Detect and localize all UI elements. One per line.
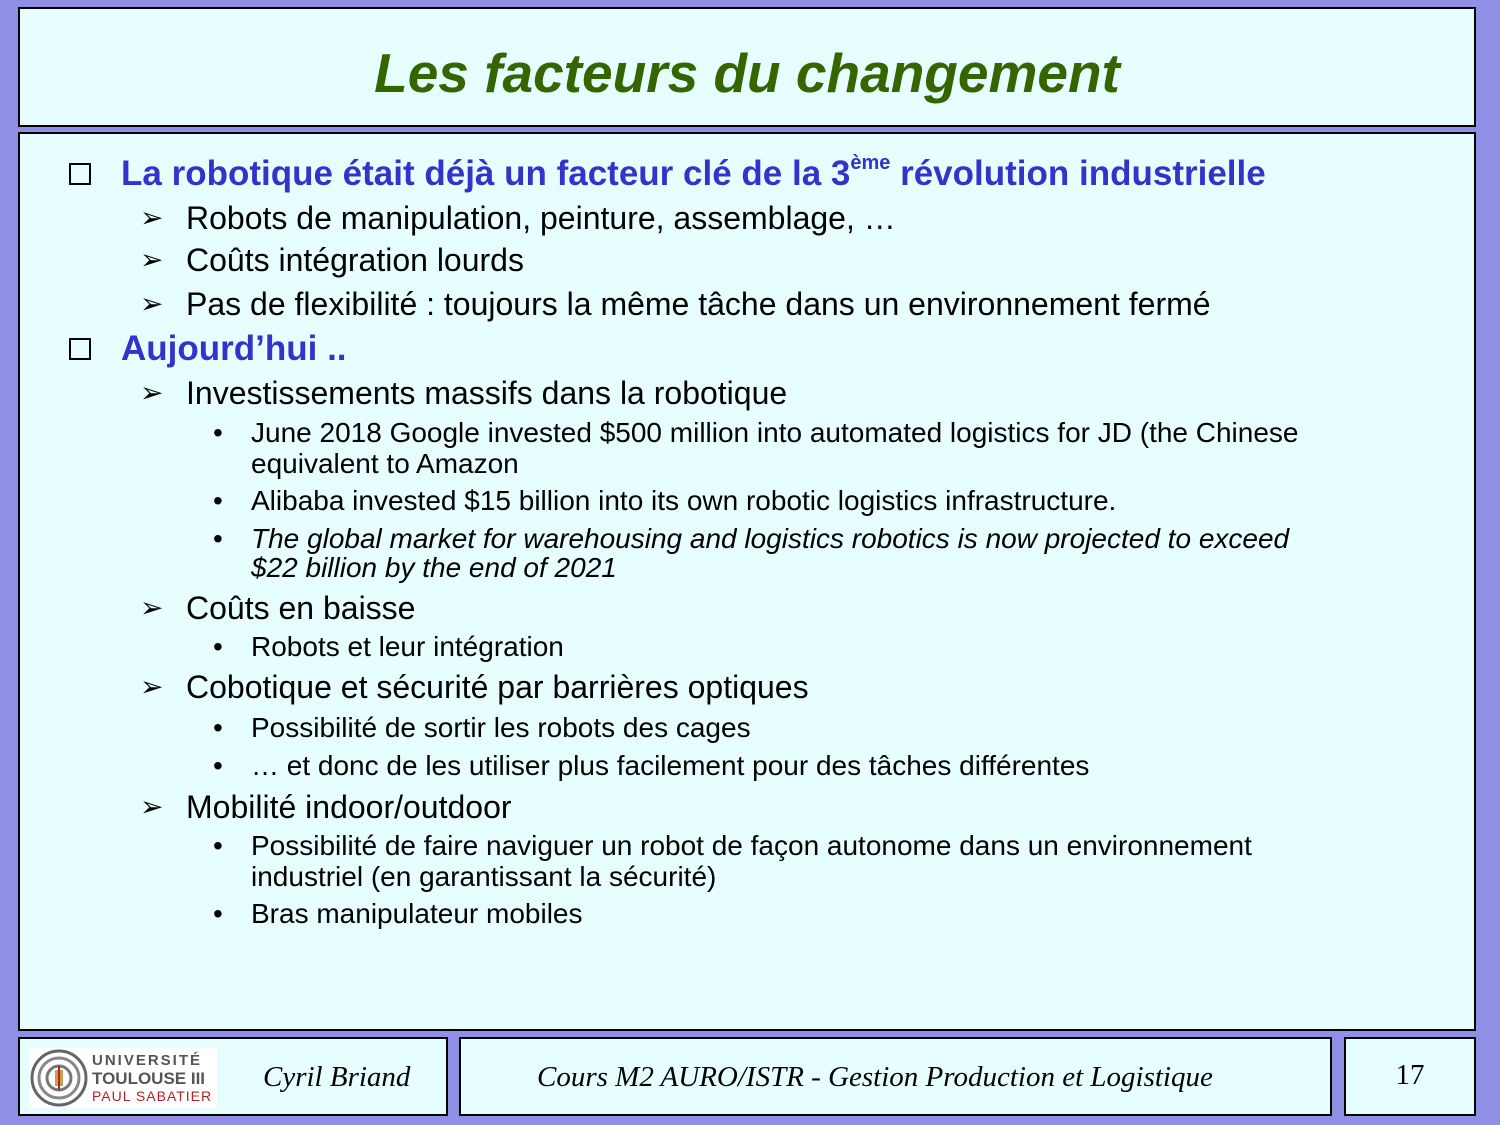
sub-bullet: • Robots et leur intégration xyxy=(213,631,564,662)
course-title: Cours M2 AURO/ISTR - Gestion Production … xyxy=(537,1061,1213,1093)
empty-square-icon xyxy=(69,338,91,360)
list-item-text: Pas de flexibilité : toujours la même tâ… xyxy=(186,286,1211,322)
bullet-dot-icon: • xyxy=(213,712,223,743)
arrow-head-icon: ➢ xyxy=(140,592,164,623)
slide-title: Les facteurs du changement xyxy=(374,42,1120,104)
content-panel: La robotique était déjà un facteur clé d… xyxy=(18,132,1476,1031)
list-item-text: Coûts en baisse xyxy=(186,590,416,626)
sub-bullet-text: Alibaba invested $15 billion into its ow… xyxy=(251,485,1117,516)
section-heading-robotics: La robotique était déjà un facteur clé d… xyxy=(69,152,1266,194)
sub-bullet-text: Possibilité de faire naviguer un robot d… xyxy=(251,830,1252,861)
bullet-dot-icon: • xyxy=(213,485,223,516)
list-item: ➢ Cobotique et sécurité par barrières op… xyxy=(140,668,809,706)
sub-bullet-text: equivalent to Amazon xyxy=(251,448,519,479)
arrow-head-icon: ➢ xyxy=(140,244,164,275)
sub-bullet: • June 2018 Google invested $500 million… xyxy=(213,417,1299,448)
sub-bullet-text: Bras manipulateur mobiles xyxy=(251,898,583,929)
sub-bullet-continuation: equivalent to Amazon xyxy=(251,448,519,479)
list-item-text: Robots de manipulation, peinture, assemb… xyxy=(186,200,896,236)
author-name: Cyril Briand xyxy=(263,1061,411,1093)
title-panel: Les facteurs du changement xyxy=(18,7,1476,127)
section2-heading-text: Aujourd’hui .. xyxy=(121,329,347,368)
footer-author-panel: UNIVERSITÉ TOULOUSE III PAUL SABATIER Cy… xyxy=(18,1037,448,1116)
bullet-dot-icon: • xyxy=(213,523,223,554)
sub-bullet-continuation: $22 billion by the end of 2021 xyxy=(251,552,617,583)
list-item-text: Mobilité indoor/outdoor xyxy=(186,789,512,825)
sub-bullet: • Possibilité de sortir les robots des c… xyxy=(213,712,751,743)
bullet-dot-icon: • xyxy=(213,631,223,662)
sub-bullet-text: June 2018 Google invested $500 million i… xyxy=(251,417,1299,448)
logo-line-3: PAUL SABATIER xyxy=(92,1088,213,1104)
list-item: ➢ Robots de manipulation, peinture, asse… xyxy=(140,199,896,237)
list-item: ➢ Mobilité indoor/outdoor xyxy=(140,788,512,826)
logo-line-1: UNIVERSITÉ xyxy=(92,1052,203,1069)
footer-course-panel: Cours M2 AURO/ISTR - Gestion Production … xyxy=(459,1037,1332,1116)
university-logo: UNIVERSITÉ TOULOUSE III PAUL SABATIER xyxy=(29,1048,217,1108)
empty-square-icon xyxy=(69,163,91,185)
sub-bullet: • Alibaba invested $15 billion into its … xyxy=(213,485,1117,516)
bullet-dot-icon: • xyxy=(213,750,223,781)
bullet-dot-icon: • xyxy=(213,830,223,861)
section1-heading-tail: révolution industrielle xyxy=(890,154,1266,193)
sub-bullet-continuation: industriel (en garantissant la sécurité) xyxy=(251,861,716,892)
list-item-text: Coûts intégration lourds xyxy=(186,242,524,278)
footer-page-panel: 17 xyxy=(1344,1037,1476,1116)
sub-bullet-text: … et donc de les utiliser plus facilemen… xyxy=(251,750,1090,781)
logo-line-2: TOULOUSE III xyxy=(92,1069,206,1088)
list-item: ➢ Pas de flexibilité : toujours la même … xyxy=(140,285,1211,323)
university-seal-icon xyxy=(30,1049,88,1107)
sub-bullet-text: Possibilité de sortir les robots des cag… xyxy=(251,712,751,743)
sub-bullet-text: The global market for warehousing and lo… xyxy=(251,523,1290,554)
sub-bullet: • … et donc de les utiliser plus facilem… xyxy=(213,750,1090,781)
list-item: ➢ Investissements massifs dans la roboti… xyxy=(140,374,788,412)
section1-heading-text: La robotique était déjà un facteur clé d… xyxy=(121,154,851,193)
logo-text: UNIVERSITÉ TOULOUSE III PAUL SABATIER xyxy=(92,1052,213,1105)
arrow-head-icon: ➢ xyxy=(140,377,164,408)
sub-bullet: • Bras manipulateur mobiles xyxy=(213,898,583,929)
sub-bullet-text: industriel (en garantissant la sécurité) xyxy=(251,861,717,892)
page-number: 17 xyxy=(1395,1059,1425,1091)
list-item-text: Cobotique et sécurité par barrières opti… xyxy=(186,669,809,705)
bullet-dot-icon: • xyxy=(213,898,223,929)
arrow-head-icon: ➢ xyxy=(140,202,164,233)
list-item: ➢ Coûts intégration lourds xyxy=(140,241,524,279)
sub-bullet-text: Robots et leur intégration xyxy=(251,631,564,662)
arrow-head-icon: ➢ xyxy=(140,791,164,822)
sub-bullet: • The global market for warehousing and … xyxy=(213,523,1290,554)
section1-heading-superscript: ème xyxy=(850,152,891,174)
list-item: ➢ Coûts en baisse xyxy=(140,589,416,627)
sub-bullet-text: $22 billion by the end of 2021 xyxy=(251,552,617,583)
arrow-head-icon: ➢ xyxy=(140,288,164,319)
sub-bullet: • Possibilité de faire naviguer un robot… xyxy=(213,830,1252,861)
arrow-head-icon: ➢ xyxy=(140,671,164,702)
bullet-dot-icon: • xyxy=(213,417,223,448)
list-item-text: Investissements massifs dans la robotiqu… xyxy=(186,375,788,411)
section-heading-today: Aujourd’hui .. xyxy=(69,329,347,369)
